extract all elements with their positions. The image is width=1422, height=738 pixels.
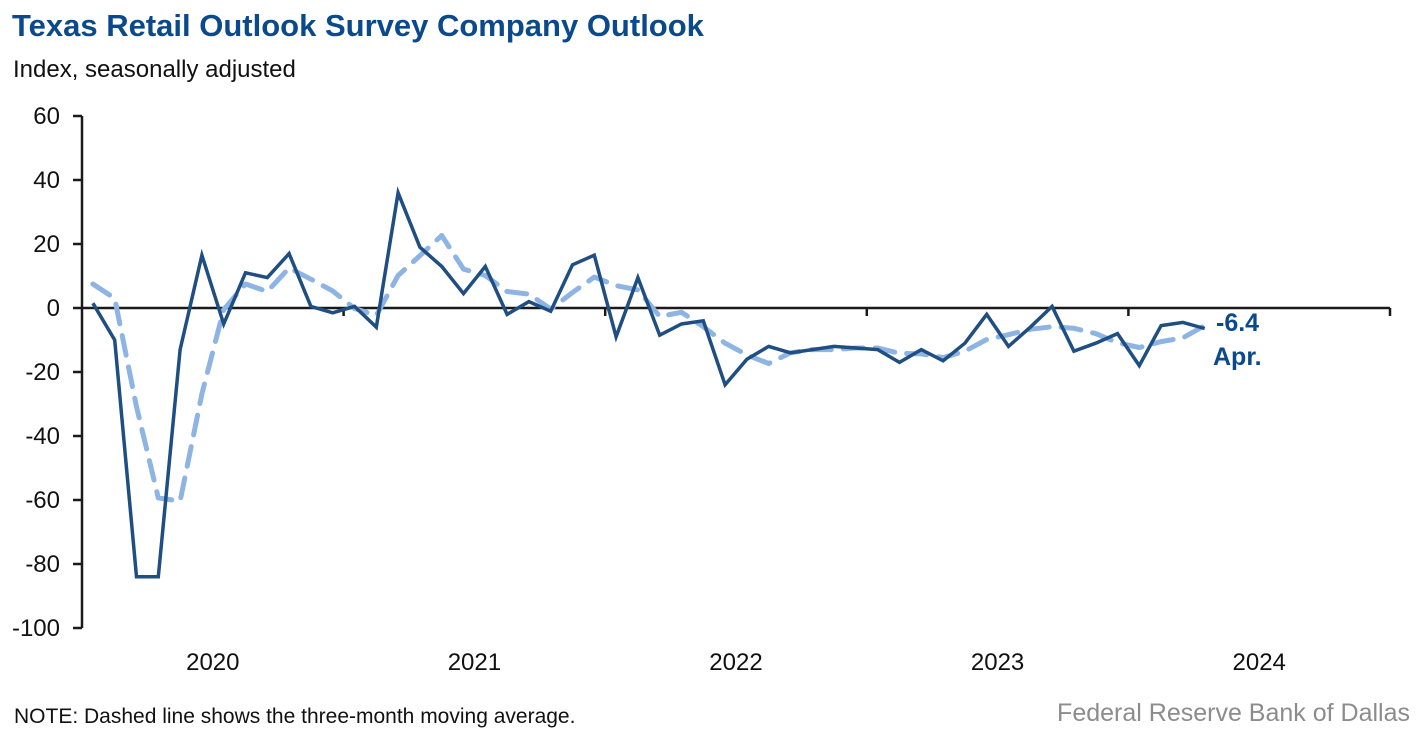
chart-subtitle: Index, seasonally adjusted [13, 56, 296, 83]
y-tick-label: 60 [33, 103, 60, 130]
y-tick-label: -60 [25, 487, 60, 514]
y-tick-label: 20 [33, 231, 60, 258]
chart-source: Federal Reserve Bank of Dallas [1057, 699, 1410, 727]
outlook-index-series [91, 186, 1206, 579]
y-axis: 60 40 20 0 -20 -40 -60 -80 -100 [12, 103, 84, 642]
x-tick-label: 2024 [1233, 649, 1286, 676]
chart-title: Texas Retail Outlook Survey Company Outl… [12, 8, 704, 43]
x-axis: 2020 2021 2022 2023 2024 [82, 306, 1392, 676]
y-tick-label: -20 [25, 359, 60, 386]
x-tick-label: 2022 [709, 649, 762, 676]
x-tick-label: 2021 [448, 649, 501, 676]
y-tick-label: -40 [25, 423, 60, 450]
latest-month-label: Apr. [1213, 343, 1262, 371]
y-tick-label: -100 [12, 615, 60, 642]
y-tick-label: -80 [25, 551, 60, 578]
y-tick-label: 40 [33, 167, 60, 194]
y-tick-label: 0 [47, 295, 60, 322]
latest-value-label: -6.4 [1216, 309, 1259, 337]
annotations: -6.4 Apr. [1213, 309, 1262, 371]
x-tick-label: 2023 [971, 649, 1024, 676]
x-tick-label: 2020 [186, 649, 239, 676]
chart-note: NOTE: Dashed line shows the three-month … [14, 705, 576, 728]
outlook-index-line [91, 186, 1206, 579]
